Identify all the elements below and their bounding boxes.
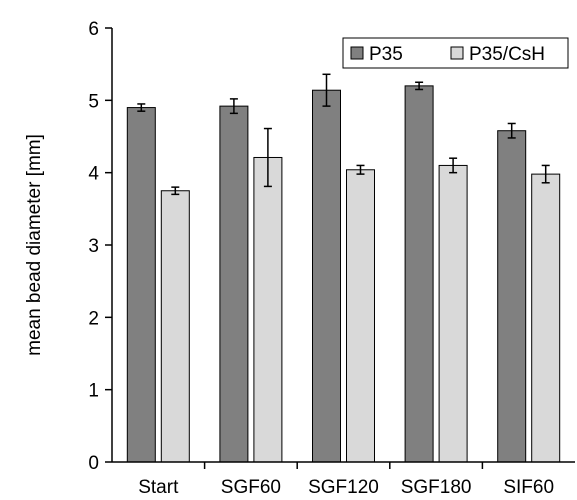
legend-swatch <box>450 46 464 60</box>
legend-label: P35/CsH <box>469 44 545 65</box>
bar <box>126 107 156 463</box>
bar <box>219 105 249 463</box>
axes: 0 1 2 3 4 5 6 Start SGF60 SGF120 SGF180 SIF60 <box>88 19 575 498</box>
y-tick-label: 0 <box>88 453 99 474</box>
y-tick-label: 2 <box>88 308 99 329</box>
bar <box>404 85 434 463</box>
bar <box>346 169 375 463</box>
x-tick-label: SGF180 <box>401 477 472 498</box>
legend-swatch <box>350 46 364 60</box>
y-tick-label: 4 <box>88 164 99 185</box>
bar <box>160 190 190 463</box>
y-axis-title: mean bead diameter [mm] <box>24 134 45 356</box>
x-tick-label: SGF120 <box>308 477 379 498</box>
legend: P35 P35/CsH <box>342 37 569 69</box>
legend-label: P35 <box>369 44 403 65</box>
y-tick-label: 3 <box>88 236 99 257</box>
plot-bars <box>126 73 561 463</box>
legend-box <box>342 37 569 69</box>
bar <box>438 164 468 463</box>
x-tick-label: SGF60 <box>221 477 281 498</box>
bar <box>312 89 341 463</box>
y-tick-label: 1 <box>88 381 99 402</box>
x-tick-label: SIF60 <box>503 477 554 498</box>
y-tick-label: 5 <box>88 91 99 112</box>
x-tick-label: Start <box>138 477 179 498</box>
bar <box>531 173 561 463</box>
bar <box>253 156 283 463</box>
y-tick-label: 6 <box>88 19 99 40</box>
bar <box>497 130 527 463</box>
